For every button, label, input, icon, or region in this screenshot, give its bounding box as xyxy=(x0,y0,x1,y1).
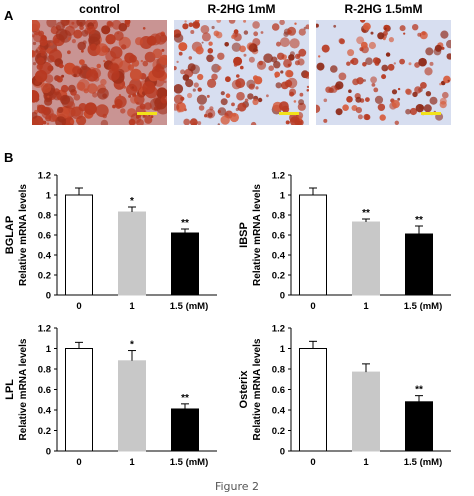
x-tick-label: 1.5 (mM) xyxy=(404,457,443,468)
figure-caption: Figure 2 xyxy=(214,480,260,493)
y-tick-label: 1.2 xyxy=(272,324,285,335)
y-axis-label: Relative mRNA levels xyxy=(18,184,29,286)
y-tick-label: 0 xyxy=(280,447,285,458)
bar-0 xyxy=(299,194,327,296)
micro-label-1-5mm: R-2HG 1.5mM xyxy=(344,2,423,16)
y-tick-label: 0.2 xyxy=(272,426,285,437)
y-tick-label: 1 xyxy=(46,344,52,355)
y-tick-label: 0 xyxy=(280,291,285,302)
significance-label: ** xyxy=(362,208,370,219)
x-tick-label: 1 xyxy=(363,457,369,468)
significance-label: * xyxy=(130,196,134,207)
panel-a-letter: A xyxy=(4,8,14,23)
x-tick-label: 1 xyxy=(129,457,135,468)
chart-bglap: 0 0.2 0.4 0.6 0.8 1 1.2 Relative mRNA levels BGL… xyxy=(0,160,237,320)
x-tick-label: 1 xyxy=(129,301,135,312)
y-axis-label: Relative mRNA levels xyxy=(252,338,263,440)
bar-1 xyxy=(118,360,146,452)
x-tick-label: 0 xyxy=(310,457,315,468)
significance-label: ** xyxy=(181,218,189,229)
micro-label-1mm: R-2HG 1mM xyxy=(207,2,276,16)
chart-ibsp: 0 0.2 0.4 0.6 0.8 1 1.2 Relative mRNA levels IBS… xyxy=(237,160,474,320)
x-tick-label: 1 xyxy=(363,301,369,312)
y-tick-label: 1 xyxy=(46,191,52,202)
y-tick-label: 0.6 xyxy=(272,385,285,396)
scale-bar xyxy=(279,112,299,115)
y-tick-label: 0.4 xyxy=(272,251,286,262)
x-tick-label: 1.5 (mM) xyxy=(170,457,209,468)
y-tick-label: 0.2 xyxy=(272,271,285,282)
bar-1 xyxy=(352,221,380,296)
gene-label: IBSP xyxy=(238,222,250,248)
y-axis-label: Relative mRNA levels xyxy=(252,184,263,286)
y-tick-label: 1 xyxy=(280,344,286,355)
bar-2 xyxy=(171,408,199,452)
y-tick-label: 0.8 xyxy=(38,211,51,222)
y-tick-label: 0.4 xyxy=(38,406,52,417)
y-tick-label: 1.2 xyxy=(38,171,51,182)
bar-0 xyxy=(65,348,93,452)
scale-bar xyxy=(137,112,157,115)
bar-0 xyxy=(65,194,93,296)
bar-2 xyxy=(405,401,433,452)
stain-texture xyxy=(174,20,309,125)
bar-2 xyxy=(171,232,199,296)
panel-b-letter: B xyxy=(4,150,14,165)
y-tick-label: 0.2 xyxy=(38,426,51,437)
gene-label: BGLAP xyxy=(4,216,16,255)
y-tick-label: 0.6 xyxy=(272,231,285,242)
y-tick-label: 0.6 xyxy=(38,231,51,242)
significance-label: ** xyxy=(415,215,423,226)
chart-osterix: 0 0.2 0.4 0.6 0.8 1 1.2 Relative mRNA levels Ost… xyxy=(237,316,474,478)
y-tick-label: 0.4 xyxy=(272,406,286,417)
micrograph-control xyxy=(32,20,167,125)
significance-label: ** xyxy=(415,385,423,396)
y-tick-label: 0.6 xyxy=(38,385,51,396)
y-tick-label: 0.8 xyxy=(38,365,51,376)
x-tick-label: 1.5 (mM) xyxy=(404,301,443,312)
x-tick-label: 1.5 (mM) xyxy=(170,301,209,312)
significance-label: ** xyxy=(181,393,189,404)
y-tick-label: 0.8 xyxy=(272,211,285,222)
gene-label: LPL xyxy=(4,379,16,400)
micrograph-1-5mm xyxy=(316,20,451,125)
x-tick-label: 0 xyxy=(76,457,81,468)
bar-1 xyxy=(118,211,146,296)
y-tick-label: 0 xyxy=(46,447,51,458)
y-tick-label: 0.2 xyxy=(38,271,51,282)
bar-2 xyxy=(405,233,433,296)
gene-label: Osterix xyxy=(238,370,250,409)
micro-label-control: control xyxy=(79,2,120,16)
significance-label: * xyxy=(130,340,134,351)
stain-texture xyxy=(316,20,451,125)
y-tick-label: 0.4 xyxy=(38,251,52,262)
y-tick-label: 1.2 xyxy=(38,324,51,335)
y-tick-label: 0.8 xyxy=(272,365,285,376)
scale-bar xyxy=(421,112,441,115)
y-tick-label: 1.2 xyxy=(272,171,285,182)
micrograph-1mm xyxy=(174,20,309,125)
bar-0 xyxy=(299,348,327,452)
chart-lpl: 0 0.2 0.4 0.6 0.8 1 1.2 Relative mRNA levels LPL… xyxy=(0,316,237,478)
y-tick-label: 0 xyxy=(46,291,51,302)
stain-texture xyxy=(32,20,167,125)
y-tick-label: 1 xyxy=(280,191,286,202)
bar-1 xyxy=(352,371,380,452)
x-tick-label: 0 xyxy=(310,301,315,312)
y-axis-label: Relative mRNA levels xyxy=(18,338,29,440)
x-tick-label: 0 xyxy=(76,301,81,312)
